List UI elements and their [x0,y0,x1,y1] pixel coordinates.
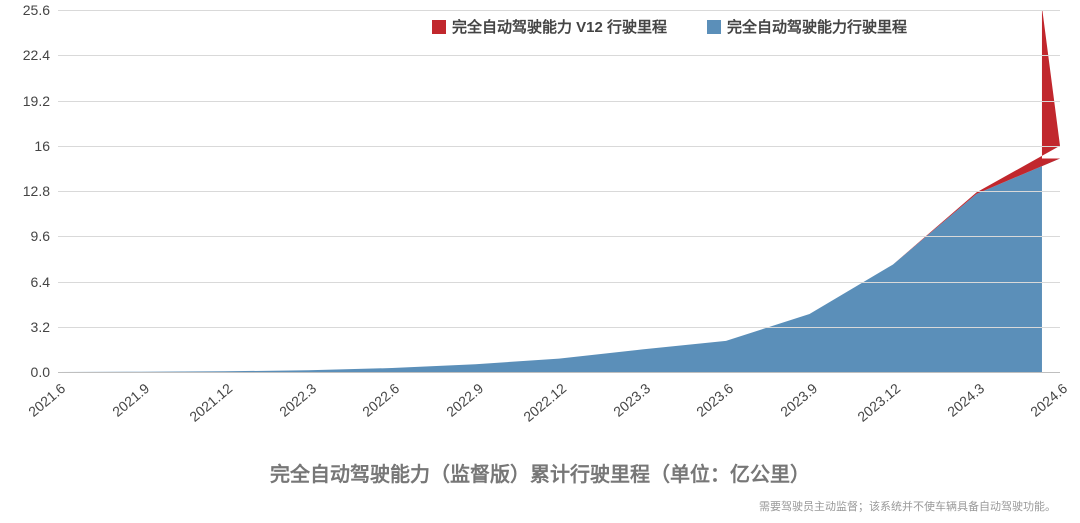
x-axis-label: 2023.12 [854,380,903,425]
y-axis-label: 3.2 [31,319,58,335]
gridline [58,236,1060,237]
gridline [58,146,1060,147]
x-axis-label: 2022.3 [276,380,319,420]
x-axis-label: 2022.6 [359,380,402,420]
x-axis-label: 2023.6 [693,380,736,420]
x-axis-label: 2022.9 [443,380,486,420]
y-axis-label: 9.6 [31,228,58,244]
gridline [58,101,1060,102]
x-axis-label: 2021.12 [186,380,235,425]
gridline [58,372,1060,373]
gridline [58,55,1060,56]
y-axis-label: 0.0 [31,364,58,380]
chart-footnote: 需要驾驶员主动监督；该系统并不使车辆具备自动驾驶功能。 [759,498,1056,514]
chart-title: 完全自动驾驶能力（监督版）累计行驶里程（单位：亿公里） [0,458,1080,487]
y-axis-label: 6.4 [31,274,58,290]
x-axis-label: 2024.6 [1027,380,1070,420]
x-axis-label: 2023.3 [610,380,653,420]
area-chart: 完全自动驾驶能力 V12 行驶里程完全自动驾驶能力行驶里程 0.03.26.49… [0,0,1080,523]
gridline [58,327,1060,328]
y-axis-label: 22.4 [23,47,58,63]
x-axis-label: 2023.9 [777,380,820,420]
plot-area: 0.03.26.49.612.81619.222.425.62021.62021… [58,10,1060,372]
y-axis-label: 16 [34,138,58,154]
x-axis-label: 2021.6 [25,380,68,420]
y-axis-label: 25.6 [23,2,58,18]
gridline [58,282,1060,283]
y-axis-label: 12.8 [23,183,58,199]
x-axis-label: 2021.9 [109,380,152,420]
gridline [58,191,1060,192]
x-axis-label: 2022.12 [520,380,569,425]
gridline [58,10,1060,11]
x-axis-label: 2024.3 [944,380,987,420]
y-axis-label: 19.2 [23,93,58,109]
